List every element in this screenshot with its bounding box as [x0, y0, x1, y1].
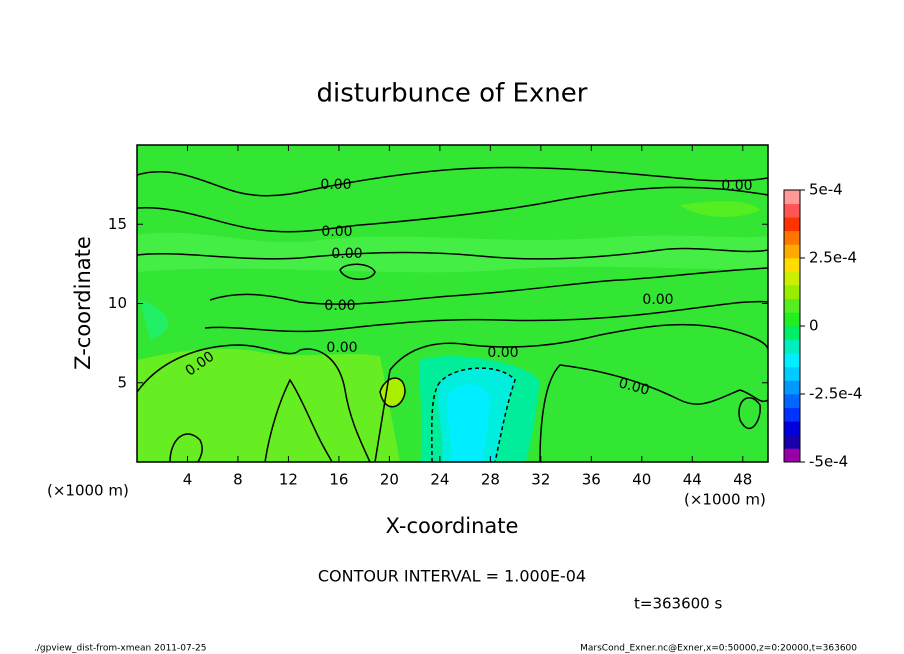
contour-label: 0.00 — [642, 292, 673, 308]
field-region — [380, 378, 405, 407]
colorbar-band — [784, 298, 800, 313]
x-tick-label: 28 — [481, 471, 500, 489]
contour-line — [137, 344, 371, 462]
field-region — [137, 348, 400, 462]
contour-line — [379, 377, 406, 408]
colorbar-band — [784, 366, 800, 381]
x-tick-label: 12 — [279, 471, 298, 489]
colorbar-band — [784, 380, 800, 395]
colorbar-band — [784, 434, 800, 449]
contour-line — [539, 364, 768, 462]
contour-label: 0.00 — [487, 345, 518, 361]
contour-label: 0.00 — [331, 246, 362, 262]
colorbar-tick-label: -2.5e-4 — [809, 385, 862, 403]
colorbar-band — [784, 258, 800, 272]
colorbar-band — [784, 339, 800, 354]
chart-title: disturbunce of Exner — [317, 79, 588, 109]
colorbar-band — [784, 285, 800, 300]
contour-label: 0.00 — [721, 178, 752, 194]
field-region — [137, 232, 768, 273]
field-region — [447, 384, 490, 462]
footer-left: ./gpview_dist-from-xmean 2011-07-25 — [34, 644, 206, 654]
contour-label: 0.00 — [320, 177, 351, 193]
contour-labels: 0.00 0.00 0.00 0.00 0.00 0.00 0.00 0.00 … — [183, 177, 753, 399]
time-label: t=363600 s — [634, 595, 722, 613]
colorbar-tick-label: -5e-4 — [809, 453, 848, 471]
contour-line — [738, 397, 761, 429]
colorbar-band — [784, 203, 800, 218]
contour-line — [137, 166, 768, 197]
x-unit-label: (×1000 m) — [684, 491, 766, 509]
colorbar-tick-label: 2.5e-4 — [809, 249, 857, 267]
y-tick-label: 5 — [117, 373, 127, 391]
colorbar-band — [784, 394, 800, 408]
x-tick-label: 48 — [733, 471, 752, 489]
x-tick-label: 20 — [380, 471, 399, 489]
colorbar-band — [784, 353, 800, 368]
contours — [137, 166, 768, 462]
contour-label: 0.00 — [321, 224, 352, 240]
x-tick-label: 36 — [582, 471, 601, 489]
x-tick-label: 40 — [632, 471, 651, 489]
contour-line — [374, 323, 768, 462]
colorbar-band — [784, 244, 800, 259]
colorbar-band — [784, 271, 800, 286]
x-tick-label: 4 — [183, 471, 193, 489]
colorbar-band — [784, 421, 800, 436]
contour-label: 0.00 — [324, 298, 355, 314]
x-tick-label: 16 — [329, 471, 348, 489]
field-region — [680, 201, 760, 217]
colorbar-band — [784, 217, 800, 232]
y-tick-label: 15 — [108, 215, 127, 233]
colorbar-band — [784, 312, 800, 327]
contour-line — [437, 367, 516, 462]
colorbar-band — [784, 190, 800, 204]
colorbar-tick-label: 0 — [809, 317, 819, 335]
footer-right: MarsCond_Exner.nc@Exner,x=0:50000,z=0:20… — [580, 644, 857, 654]
contour-label: 0.00 — [617, 375, 651, 399]
colorbar-tick-label: 5e-4 — [809, 181, 843, 199]
y-axis-label: Z-coordinate — [71, 236, 95, 370]
contour-line — [204, 300, 768, 333]
x-tick-label: 24 — [430, 471, 449, 489]
x-tick-label: 8 — [233, 471, 243, 489]
contour-line — [264, 378, 333, 462]
colorbar-band — [784, 230, 800, 245]
x-tick-label: 44 — [683, 471, 702, 489]
field-region — [140, 300, 169, 340]
colorbar-band — [784, 326, 800, 340]
colorbar-band — [784, 448, 800, 463]
contour-line — [339, 263, 376, 280]
colorbar-band — [784, 407, 800, 422]
contour-line — [137, 186, 768, 233]
contour-label: 0.00 — [326, 340, 357, 356]
contour-line — [209, 267, 768, 305]
contour-line — [431, 384, 439, 462]
x-axis-label: X-coordinate — [386, 514, 519, 538]
x-unit-label: (×1000 m) — [47, 482, 129, 500]
contour-line — [169, 433, 203, 462]
y-tick-label: 10 — [108, 294, 127, 312]
contour-interval: CONTOUR INTERVAL = 1.000E-04 — [318, 567, 586, 586]
contour-line — [137, 247, 768, 260]
field — [137, 145, 768, 462]
x-tick-label: 32 — [531, 471, 550, 489]
